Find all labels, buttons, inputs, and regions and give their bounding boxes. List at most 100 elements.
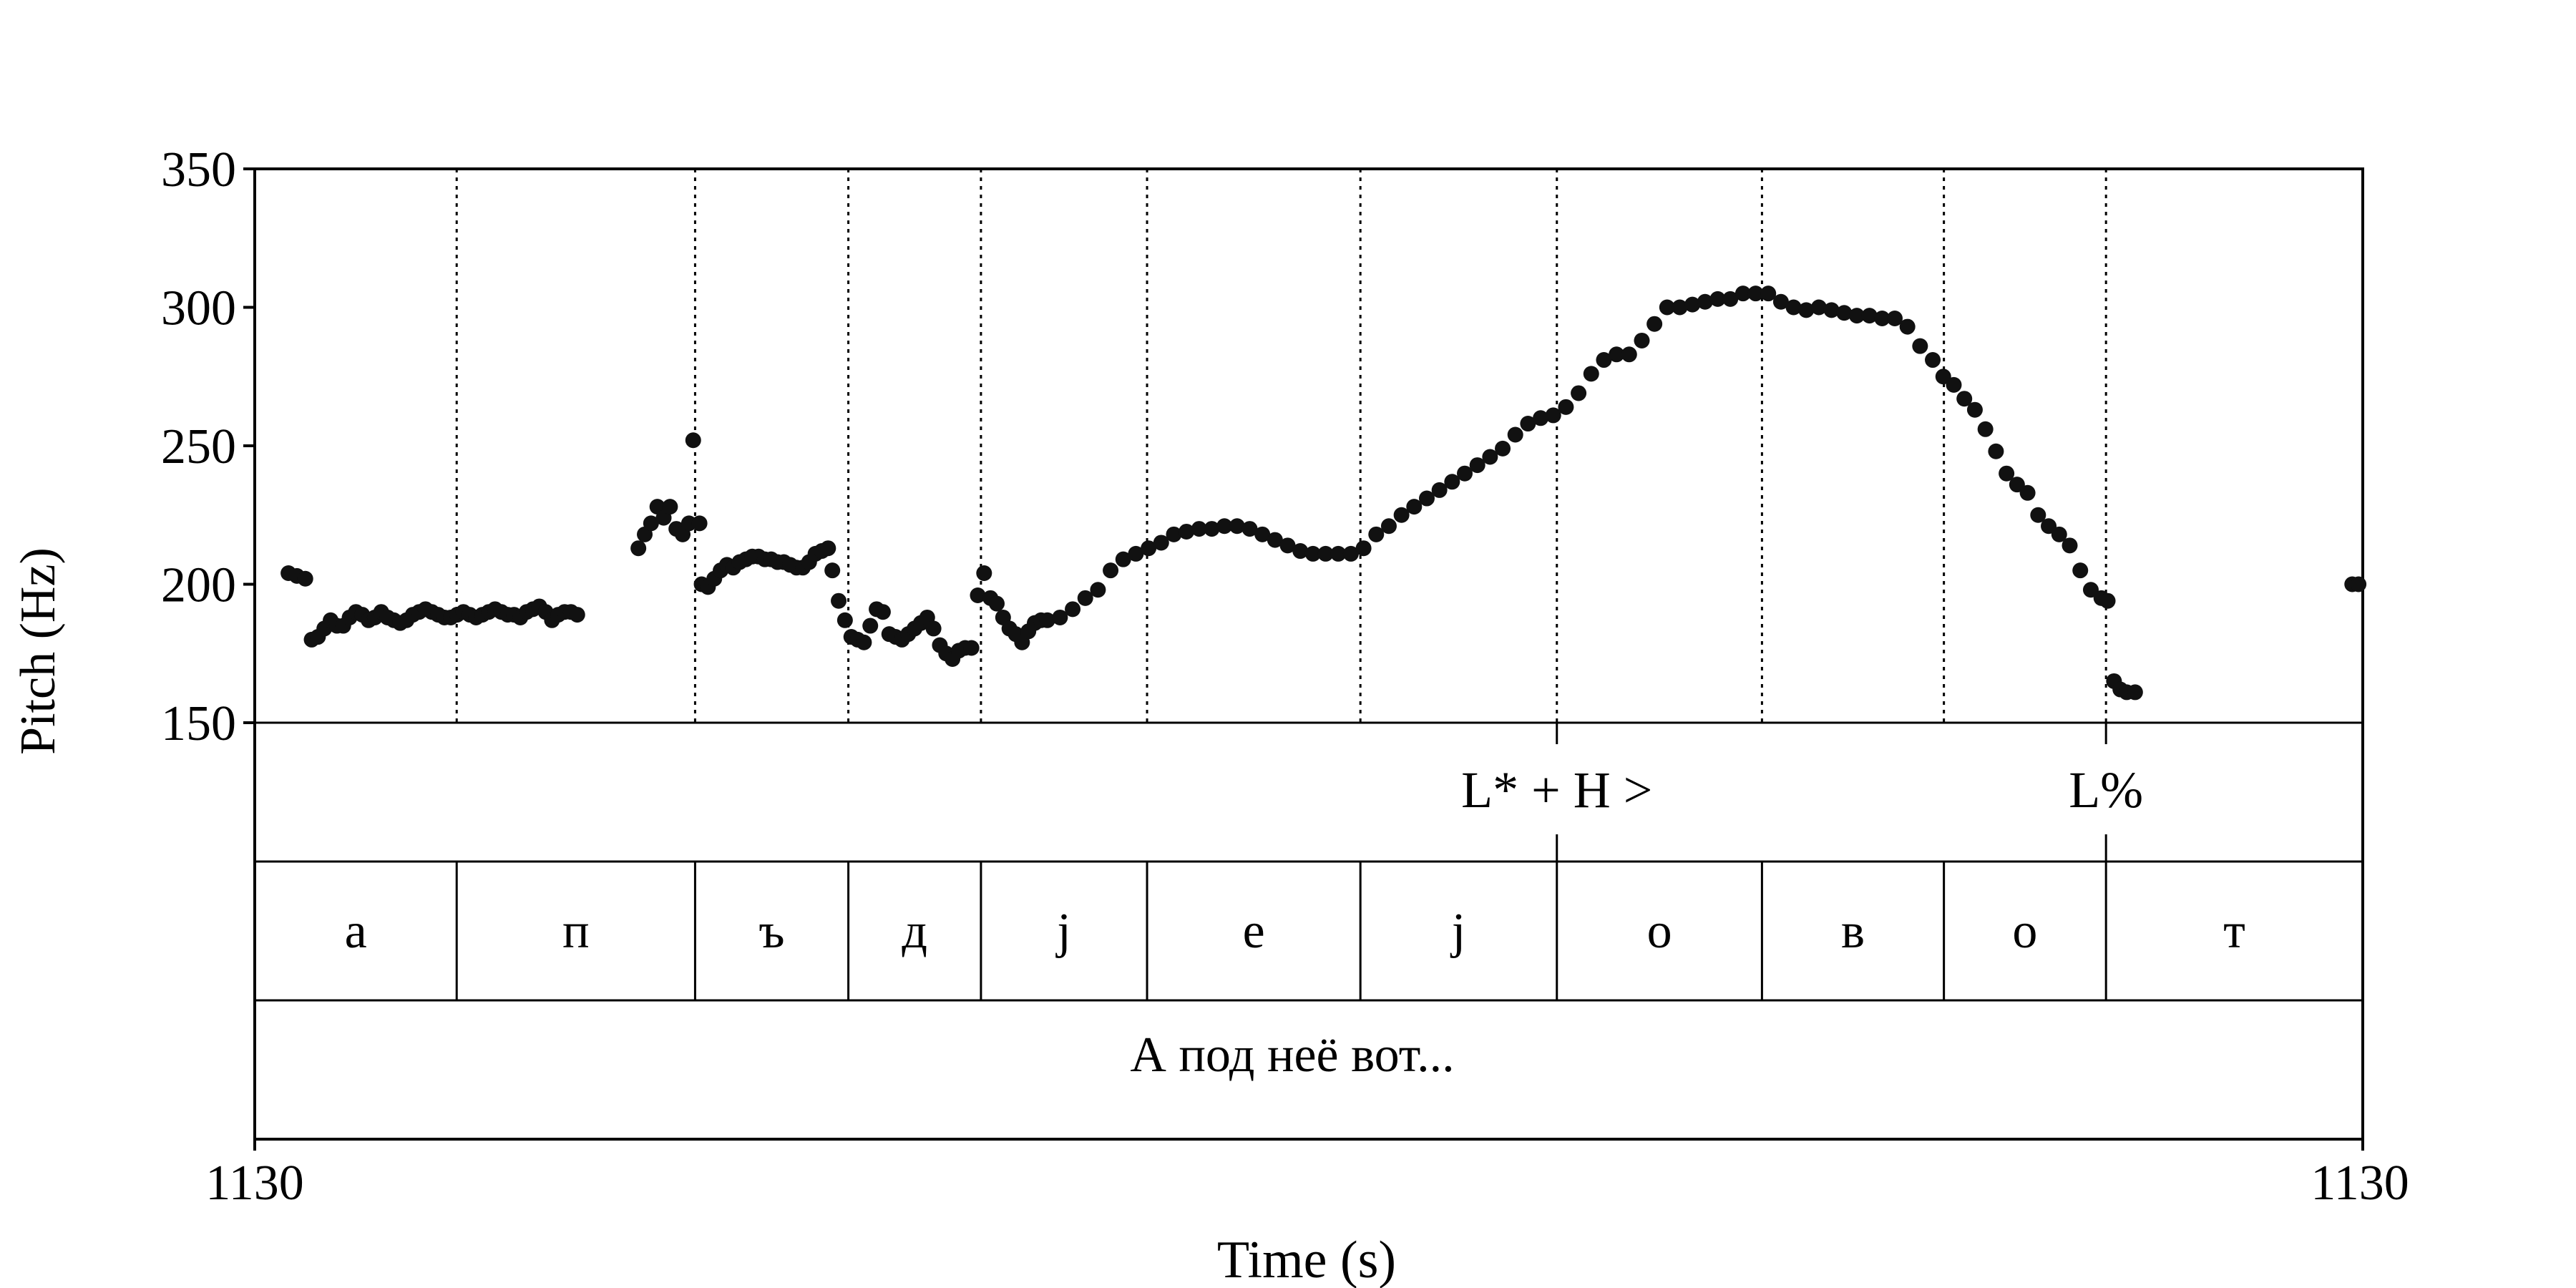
pitch-point	[1558, 399, 1574, 415]
pitch-point	[836, 612, 853, 628]
segment-label: т	[2223, 904, 2245, 959]
pitch-point	[1520, 416, 1536, 432]
pitch-point	[1722, 291, 1739, 307]
pitch-point	[1090, 582, 1106, 598]
pitch-point	[831, 592, 847, 609]
pitch-point	[1166, 526, 1182, 542]
pitch-point	[1482, 449, 1498, 465]
pitch-point	[1153, 535, 1169, 551]
pitch-point	[1583, 366, 1599, 382]
pitch-point	[988, 595, 1005, 612]
outer-frame	[253, 167, 2364, 1141]
pitch-point	[1229, 518, 1245, 535]
pitch-point	[1254, 526, 1271, 542]
pitch-point	[1292, 543, 1309, 560]
pitch-point	[1191, 521, 1207, 537]
tone-tier: L* + H > L%	[1461, 723, 2143, 862]
pitch-point	[856, 634, 872, 650]
x-axis-label: Time (s)	[1217, 1231, 1396, 1288]
pitch-point	[1406, 499, 1423, 515]
pitch-point	[1393, 507, 1410, 523]
pitch-point	[1418, 490, 1435, 507]
pitch-point	[2351, 576, 2367, 592]
pitch-point	[1966, 401, 1983, 418]
x-tick-label-end: 1130	[2311, 1156, 2409, 1211]
pitch-point	[643, 515, 659, 532]
pitch-point	[569, 607, 585, 623]
pitch-point	[1444, 474, 1460, 490]
pitch-point	[630, 540, 647, 557]
pitch-point	[1999, 465, 2015, 482]
pitch-point	[1380, 518, 1397, 535]
segment-label: п	[562, 904, 589, 959]
pitch-point	[1836, 305, 1853, 321]
pitch-point	[662, 499, 678, 515]
pitch-point	[1634, 332, 1650, 348]
pitch-point	[1457, 465, 1473, 482]
pitch-point	[1956, 391, 1973, 407]
pitch-point	[1507, 426, 1523, 443]
pitch-point	[2009, 477, 2025, 493]
pitch-point	[1052, 609, 1068, 625]
pitch-point	[1810, 299, 1827, 316]
chart-frames	[253, 167, 2364, 1151]
pitch-point	[820, 540, 836, 557]
pitch-point	[1946, 376, 1962, 393]
segment-label: ъ	[758, 904, 784, 959]
pitch-point	[1128, 545, 1144, 562]
pitch-point	[1317, 545, 1334, 562]
pitch-point	[1874, 310, 1890, 326]
pitch-point	[1823, 302, 1840, 318]
pitch-point	[1899, 318, 1916, 335]
segment-label: о	[2012, 904, 2037, 959]
pitch-point	[970, 587, 986, 603]
pitch-point	[1241, 521, 1258, 537]
pitch-point	[1772, 293, 1789, 310]
pitch-point	[1646, 316, 1663, 332]
pitch-point	[1342, 545, 1359, 562]
pitch-point	[1039, 612, 1055, 628]
pitch-point	[2030, 507, 2046, 523]
pitch-point	[874, 604, 891, 620]
pitch-point	[691, 515, 708, 532]
pitch-point	[1077, 590, 1093, 606]
pitch-point	[1103, 562, 1119, 579]
y-tick-label: 150	[161, 696, 236, 751]
pitch-point	[1469, 457, 1485, 474]
segment-label: j	[1450, 904, 1465, 959]
pitch-point	[1141, 540, 1157, 557]
pitch-point	[1659, 299, 1675, 316]
pitch-point	[1798, 302, 1815, 318]
pitch-point	[1621, 346, 1637, 363]
pitch-point	[1533, 410, 1549, 426]
y-tick-label: 200	[161, 558, 236, 613]
pitch-point	[1925, 352, 1941, 369]
pitch-point	[685, 432, 701, 449]
segment-label: о	[1647, 904, 1672, 959]
pitch-point	[1495, 440, 1511, 457]
tone-label: L%	[2069, 761, 2143, 819]
pitch-point	[1545, 407, 1561, 424]
pitch-point	[1735, 286, 1751, 302]
pitch-point	[1115, 551, 1131, 567]
pitch-point	[1204, 521, 1220, 537]
pitch-point	[1886, 310, 1903, 326]
pitch-point	[1267, 532, 1283, 548]
pitch-point	[1709, 291, 1726, 307]
pitch-point	[1216, 518, 1233, 535]
pitch-point	[1672, 299, 1688, 316]
pitch-point	[1609, 346, 1625, 363]
pitch-point	[824, 562, 841, 579]
words-tier-text: А под неё вот...	[1130, 1028, 1454, 1083]
pitch-point	[2051, 526, 2067, 542]
pitch-point	[1596, 352, 1612, 369]
pitch-point	[1431, 482, 1448, 498]
pitch-point	[1279, 537, 1296, 554]
pitch-point	[976, 565, 992, 582]
pitch-point	[1861, 308, 1878, 324]
y-tick-label: 250	[161, 419, 236, 474]
pitch-point	[1785, 299, 1802, 316]
pitch-point	[1977, 421, 1994, 437]
